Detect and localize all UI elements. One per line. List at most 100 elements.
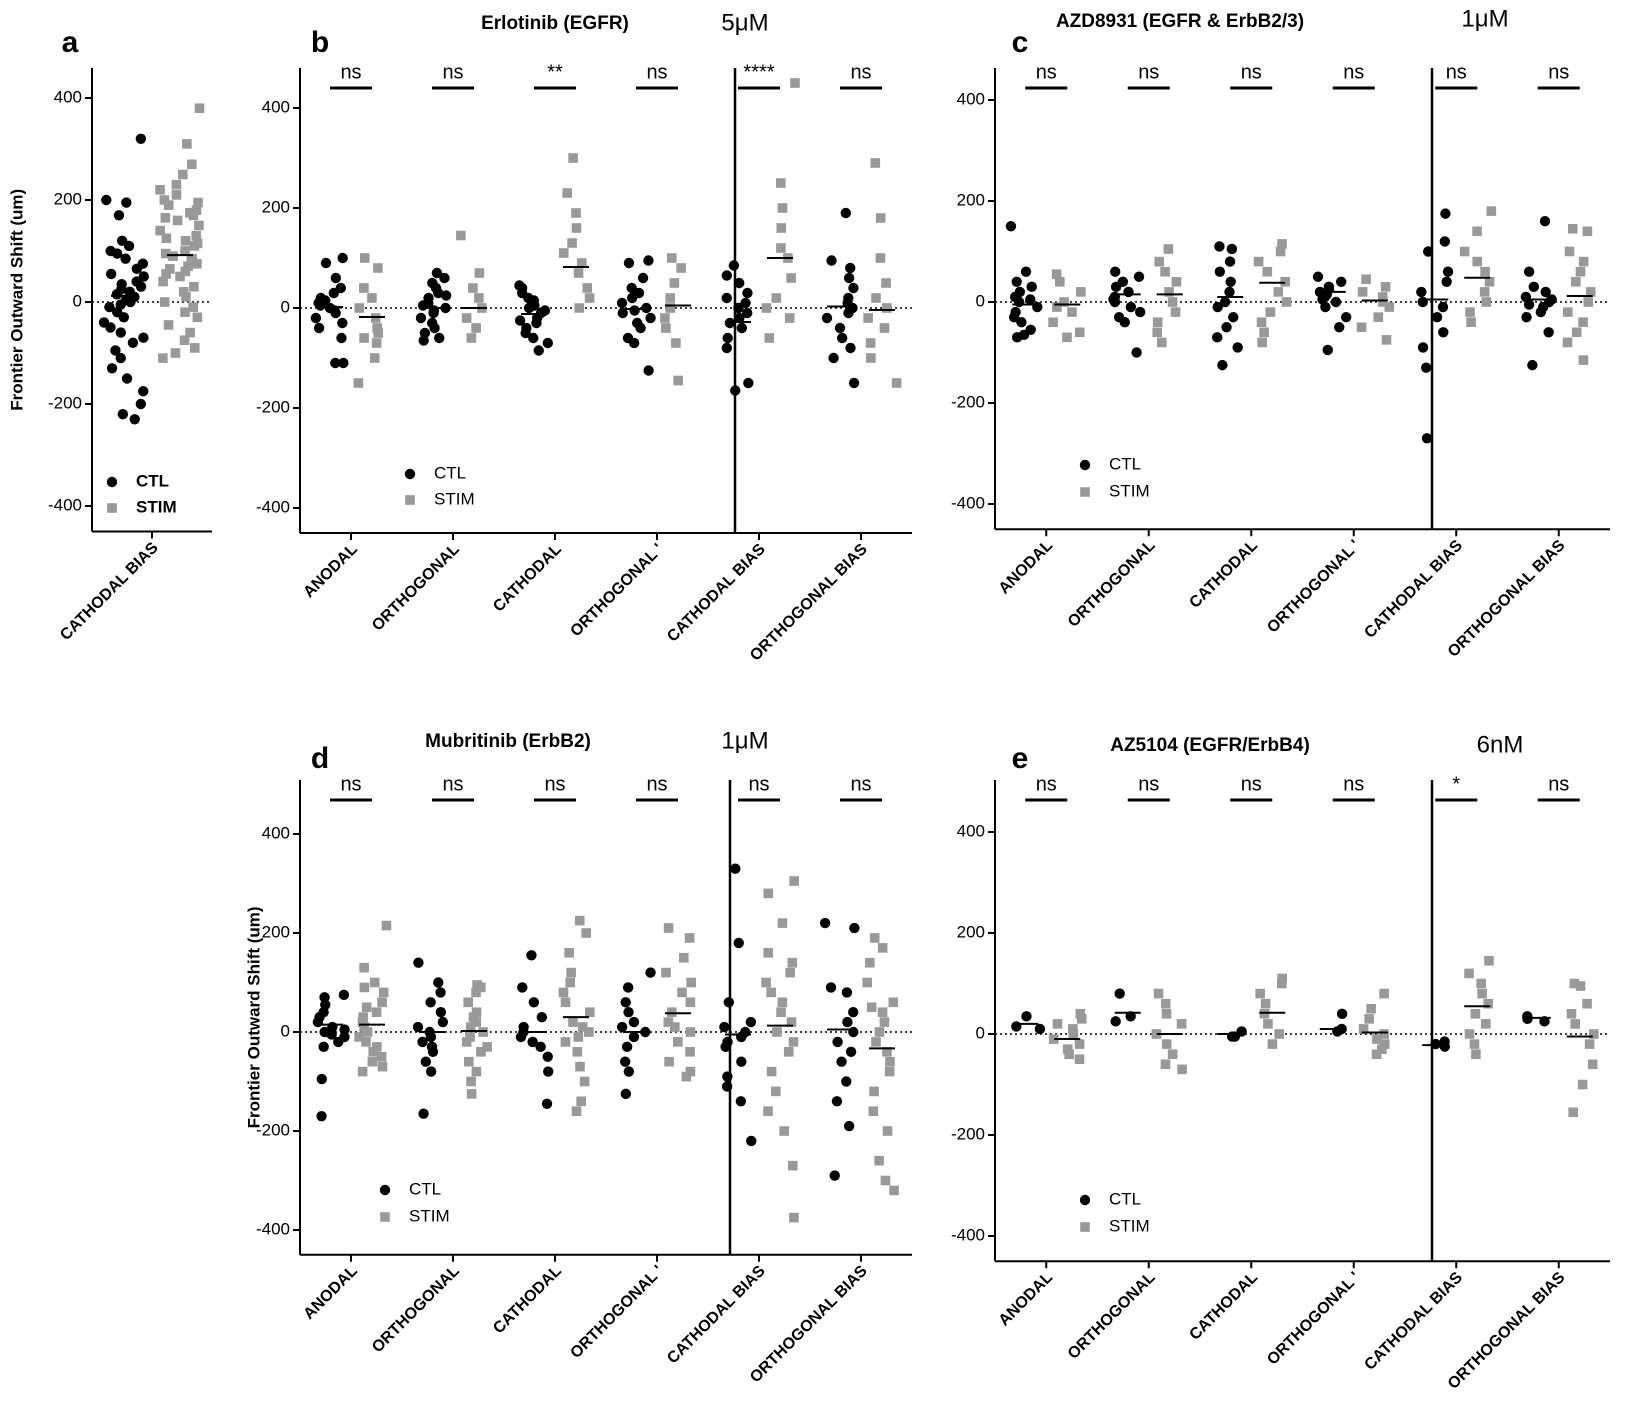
data-point-stim (777, 997, 788, 1008)
data-point-ctl (318, 1041, 329, 1053)
panel-c: c AZD8931 (EGFR & ErbB2/3) 1μM 400 200 0 -200 -… (951, 5, 1610, 661)
x-tick-label: CATHODAL BIAS (1361, 1269, 1466, 1374)
data-point-stim (558, 248, 569, 258)
data-point-ctl (1332, 1026, 1343, 1037)
data-point-ctl (626, 282, 637, 294)
data-point-ctl (1535, 306, 1547, 318)
data-point-stim (359, 982, 370, 993)
data-point-stim (1588, 1029, 1599, 1039)
data-point-stim (188, 210, 199, 221)
data-point-ctl (111, 248, 123, 259)
data-point-stim (584, 293, 595, 303)
data-point-ctl (720, 1041, 731, 1053)
data-point-ctl (730, 385, 741, 396)
data-point-stim (871, 1037, 881, 1047)
panel-concentration: 1μM (1461, 5, 1508, 32)
data-point-stim (1275, 246, 1286, 257)
data-point-ctl (1225, 276, 1236, 287)
data-point-ctl (623, 1066, 635, 1077)
y-tick-label: 400 (262, 823, 290, 842)
data-point-ctl (115, 352, 126, 364)
legend-marker-ctl (1079, 1194, 1091, 1206)
data-point-stim (865, 338, 876, 348)
data-point-ctl (417, 300, 429, 311)
data-point-ctl (721, 1081, 733, 1092)
x-tick-label: ANODAL (300, 1262, 361, 1323)
data-point-stim (1076, 1014, 1087, 1024)
data-point-stim (1262, 266, 1273, 277)
data-point-ctl (1219, 296, 1231, 308)
data-point-stim (568, 153, 578, 163)
data-point-ctl (1110, 1016, 1121, 1027)
data-point-stim (1571, 327, 1582, 338)
data-point-stim (1171, 277, 1182, 287)
data-point-stim (877, 1007, 888, 1017)
data-point-stim (877, 943, 888, 953)
data-point-stim (163, 320, 174, 330)
x-tick-label: CATHODAL BIAS (57, 539, 162, 644)
data-point-stim (764, 333, 775, 343)
data-point-stim (181, 292, 191, 302)
data-point-ctl (616, 297, 628, 309)
data-point-ctl (1214, 241, 1225, 252)
data-point-ctl (1442, 266, 1454, 277)
data-point-stim (679, 952, 689, 963)
data-point-stim (183, 261, 193, 272)
data-point-ctl (339, 1024, 350, 1035)
data-point-ctl (131, 263, 143, 275)
data-point-stim (1379, 1029, 1389, 1039)
data-point-ctl (434, 332, 445, 344)
significance-label: ** (547, 61, 563, 83)
data-point-ctl (1011, 332, 1023, 343)
data-point-stim (1484, 277, 1495, 287)
data-point-ctl (433, 977, 444, 988)
data-point-stim (788, 1037, 799, 1047)
data-point-stim (466, 1076, 476, 1087)
panel-letter: d (311, 742, 329, 775)
x-tick-label: ORTHOGONAL BIAS (1445, 537, 1569, 661)
data-point-ctl (1335, 276, 1347, 287)
y-axis-label: Frontier Outward Shift (um) (244, 906, 263, 1128)
data-point-ctl (1226, 243, 1238, 255)
data-point-ctl (418, 1108, 429, 1119)
data-point-ctl (745, 1016, 757, 1028)
data-point-stim (187, 159, 197, 170)
data-point-ctl (429, 322, 440, 334)
data-point-stim (789, 876, 799, 886)
data-point-ctl (514, 315, 526, 326)
significance-label: **** (743, 61, 774, 83)
data-point-stim (581, 928, 592, 938)
data-point-stim (1160, 1059, 1171, 1070)
data-point-ctl (826, 255, 837, 266)
data-point-stim (161, 248, 171, 259)
data-point-stim (1570, 1019, 1581, 1029)
y-tick-label: -400 (951, 1225, 985, 1244)
data-point-ctl (735, 1096, 747, 1107)
data-point-stim (671, 338, 681, 348)
data-point-stim (786, 1017, 797, 1027)
data-point-stim (564, 948, 574, 958)
data-point-stim (1472, 256, 1483, 267)
data-point-stim (1479, 287, 1490, 297)
data-point-stim (565, 977, 576, 988)
data-point-stim (1151, 1029, 1162, 1039)
data-point-stim (358, 1012, 368, 1022)
data-point-ctl (848, 1026, 859, 1038)
data-point-stim (881, 278, 891, 288)
data-point-stim (684, 933, 695, 943)
data-point-ctl (111, 289, 123, 300)
data-point-ctl (110, 345, 121, 356)
data-point-stim (161, 269, 171, 279)
data-point-stim (761, 977, 771, 988)
data-point-stim (685, 1066, 696, 1077)
data-point-stim (1277, 973, 1287, 984)
data-point-ctl (620, 1056, 631, 1067)
data-point-stim (665, 293, 675, 303)
data-point-stim (1167, 297, 1178, 307)
data-point-stim (664, 1056, 674, 1067)
data-point-stim (1380, 282, 1391, 292)
data-point-stim (776, 223, 787, 233)
data-point-stim (1154, 256, 1165, 267)
data-point-ctl (425, 1066, 437, 1077)
data-point-ctl (431, 267, 443, 279)
